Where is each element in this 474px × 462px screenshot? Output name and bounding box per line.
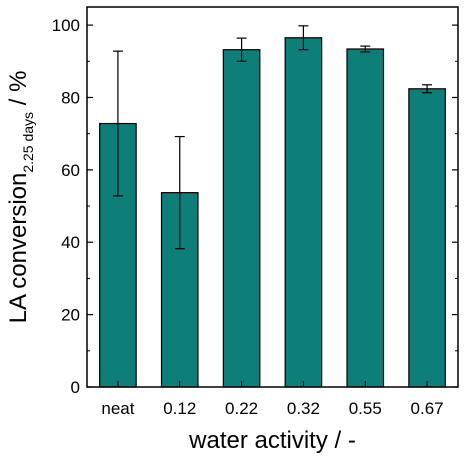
error-bar-0.32: [298, 25, 309, 51]
x-axis-ticks: neat 0.12 0.22 0.32 0.55 0.67: [101, 381, 444, 418]
y-tick-label-80: 80: [61, 88, 80, 107]
y-tick-label-100: 100: [52, 16, 80, 35]
bar-0.67: [408, 88, 446, 388]
error-bar-0.22: [236, 37, 247, 62]
x-tick-label-neat: neat: [101, 399, 134, 418]
error-bar-0.67: [422, 84, 433, 94]
x-tick-label-0.32: 0.32: [287, 399, 320, 418]
bar-0.22: [222, 49, 261, 388]
y-axis-label-subscript: 2.25 days: [20, 112, 36, 173]
error-bar-0.12: [174, 135, 185, 250]
y-tick-label-0: 0: [71, 378, 80, 397]
y-tick-label-20: 20: [61, 306, 80, 325]
x-tick-label-0.22: 0.22: [225, 399, 258, 418]
bars-group: [99, 37, 446, 388]
y-tick-label-60: 60: [61, 161, 80, 180]
bar-0.32: [284, 37, 323, 388]
y-axis-label-main: LA conversion: [5, 173, 32, 324]
y-axis-label: LA conversion2.25 days / %: [5, 71, 36, 324]
error-bars-group: [112, 25, 433, 250]
bar-0.55: [346, 48, 385, 388]
error-bar-neat: [112, 50, 123, 197]
x-tick-label-0.67: 0.67: [411, 399, 444, 418]
x-axis-label: water activity / -: [188, 427, 356, 454]
y-tick-label-40: 40: [61, 233, 80, 252]
plot-frame: [86, 6, 459, 388]
y-axis-ticks: 0 20 40 60 80 100: [52, 16, 458, 397]
y-axis-label-suffix: / %: [5, 71, 32, 112]
x-tick-label-0.55: 0.55: [349, 399, 382, 418]
x-tick-label-0.12: 0.12: [163, 399, 196, 418]
error-bar-0.55: [360, 45, 371, 53]
